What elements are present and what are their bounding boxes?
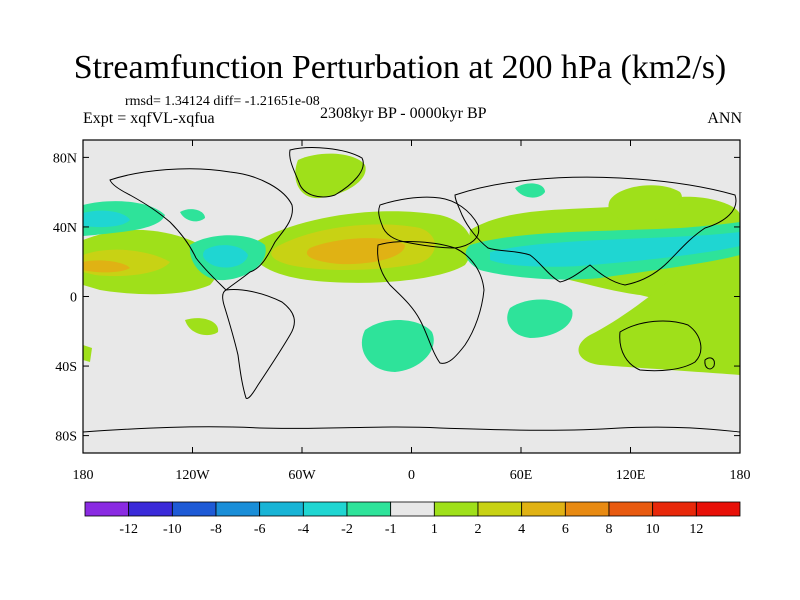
period-label: 2308kyr BP - 0000kyr BP <box>320 105 487 122</box>
coast-new-zealand <box>704 357 715 370</box>
coast-greenland <box>289 147 364 198</box>
x-tick-label: 120E <box>616 468 646 483</box>
x-tick-label: 0 <box>408 468 415 483</box>
colorbar-swatch <box>652 501 697 517</box>
colorbar-swatch <box>215 501 261 517</box>
colorbar-swatch <box>390 501 435 517</box>
coast-antarctica <box>83 426 740 433</box>
coastlines <box>83 147 740 433</box>
colorbar-label: 6 <box>562 522 569 537</box>
negative-region-asia-core <box>490 232 740 267</box>
positive-region-australia <box>578 263 740 375</box>
field-shading <box>83 153 740 375</box>
experiment-label: Expt = xqfVL-xqfua <box>83 110 215 127</box>
positive-region-west-edge <box>83 345 92 362</box>
colorbar-swatch <box>477 501 523 517</box>
positive-region-mongolia <box>608 185 682 223</box>
coast-africa <box>377 241 485 364</box>
colorbar-label: -10 <box>163 522 182 537</box>
x-tick-label: 60W <box>288 468 316 483</box>
colorbar-swatch <box>128 501 173 517</box>
colorbar-swatch <box>171 501 217 517</box>
coast-australia <box>619 320 702 372</box>
plot-title: Streamfunction Perturbation at 200 hPa (… <box>73 49 727 86</box>
y-tick-label: 80N <box>53 151 77 166</box>
negative-region-nepac-small <box>180 209 205 222</box>
negative-region-satlantic <box>361 320 434 372</box>
y-tick-label: 0 <box>70 291 77 306</box>
positive-region-spac <box>185 318 219 336</box>
coast-asia <box>454 176 737 286</box>
y-axis: 80N 40N 0 40S 80S <box>53 151 740 445</box>
x-tick-label: 180 <box>730 468 751 483</box>
colorbar-label: 2 <box>475 522 482 537</box>
y-tick-label: 40N <box>53 221 77 236</box>
colorbar-swatch <box>84 501 130 517</box>
colorbar-swatch <box>608 501 654 517</box>
colorbar-swatch <box>259 501 304 517</box>
x-tick-label: 60E <box>510 468 533 483</box>
stats-label: rmsd= 1.34124 diff= -1.21651e-08 <box>125 94 320 109</box>
colorbar-label: -1 <box>385 522 397 537</box>
colorbar-swatch <box>695 501 741 517</box>
positive-region-npacific-core <box>83 260 130 273</box>
negative-region-namerica-core <box>203 245 248 268</box>
colorbar-swatch <box>346 501 392 517</box>
positive-region-greenland <box>295 153 366 199</box>
colorbar: -12 -10 -8 -6 -4 -2 -1 1 2 4 6 8 10 12 <box>84 501 741 537</box>
season-label: ANN <box>707 110 742 127</box>
colorbar-label: -2 <box>341 522 353 537</box>
colorbar-label: 12 <box>689 522 703 537</box>
negative-region-indian <box>507 299 573 338</box>
y-tick-label: 40S <box>55 360 77 375</box>
x-tick-label: 120W <box>175 468 210 483</box>
colorbar-swatch <box>433 501 479 517</box>
colorbar-label: 4 <box>518 522 525 537</box>
colorbar-label: 10 <box>646 522 660 537</box>
colorbar-label: 8 <box>606 522 613 537</box>
negative-region-siberia <box>515 183 545 198</box>
colorbar-label: -8 <box>210 522 222 537</box>
colorbar-swatch <box>302 501 348 517</box>
colorbar-swatch <box>521 501 566 517</box>
x-axis: 180 120W 60W 0 60E 120E 180 <box>73 140 751 483</box>
colorbar-label: 1 <box>431 522 438 537</box>
x-tick-label: 180 <box>73 468 94 483</box>
colorbar-label: -4 <box>297 522 309 537</box>
coast-north-america <box>109 168 293 291</box>
negative-region-npacific-core <box>83 210 130 228</box>
colorbar-label: -12 <box>119 522 138 537</box>
colorbar-swatch <box>564 501 610 517</box>
coast-south-america <box>222 289 295 399</box>
y-tick-label: 80S <box>55 430 77 445</box>
colorbar-label: -6 <box>254 522 266 537</box>
